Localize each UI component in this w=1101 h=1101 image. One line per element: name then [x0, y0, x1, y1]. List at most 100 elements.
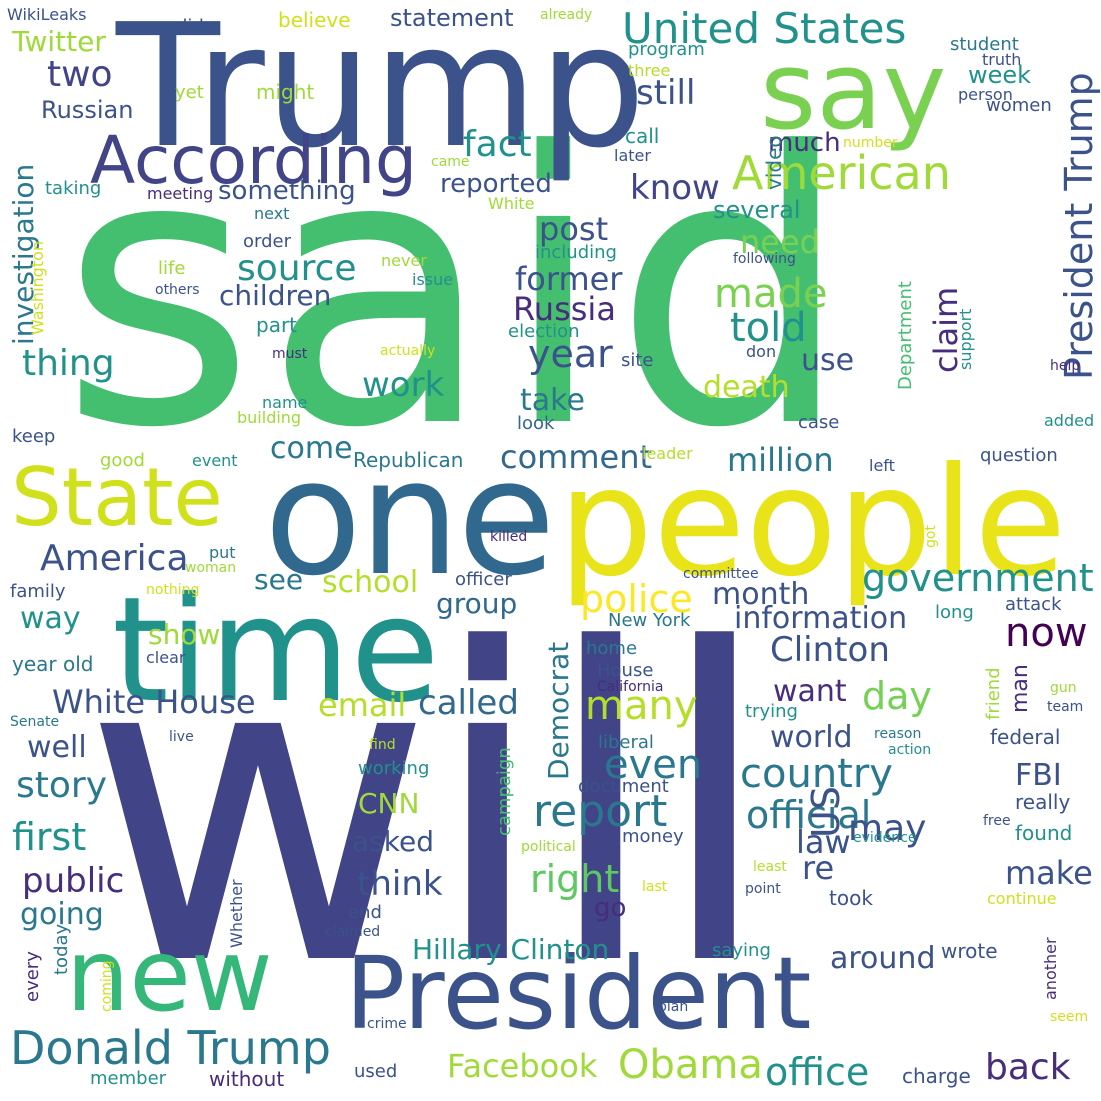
word: look	[517, 413, 555, 434]
word: country	[740, 751, 893, 797]
word: story	[16, 765, 108, 806]
word: document	[578, 776, 669, 797]
word: time	[112, 566, 440, 735]
word: campaign	[494, 747, 515, 836]
word: Clinton	[770, 630, 890, 670]
word: woman	[185, 560, 237, 576]
word: FBI	[1015, 758, 1062, 793]
word: Donald Trump	[10, 1021, 331, 1075]
word: use	[801, 343, 855, 378]
word: already	[540, 7, 593, 23]
word: support	[956, 308, 975, 370]
word: nothing	[146, 582, 200, 598]
word: coming	[99, 960, 115, 1012]
word: find	[369, 737, 396, 753]
word: email	[318, 686, 407, 724]
word: show	[148, 618, 221, 651]
word: left	[869, 456, 895, 475]
word: others	[155, 282, 200, 298]
word: police	[580, 577, 693, 621]
word: Trump	[116, 0, 647, 186]
word: made	[714, 271, 828, 317]
word: question	[980, 445, 1058, 466]
word: President Trump	[1057, 72, 1101, 380]
word: yet	[175, 82, 204, 103]
word: name	[262, 393, 308, 412]
word: election	[508, 321, 580, 342]
word: action	[888, 742, 932, 758]
word: call	[625, 124, 660, 148]
word: attack	[1005, 594, 1062, 615]
word: State	[11, 451, 223, 544]
word: million	[727, 441, 834, 479]
word: never	[381, 251, 427, 270]
word: may	[848, 808, 927, 849]
word: death	[703, 370, 790, 405]
word: charge	[902, 1064, 971, 1088]
word: home	[586, 638, 638, 659]
word: member	[90, 1068, 167, 1089]
word: family	[10, 581, 66, 602]
word: life	[158, 258, 186, 279]
word: want	[773, 674, 847, 709]
word: Republican	[353, 448, 464, 472]
word: According	[90, 122, 417, 199]
word: number	[843, 135, 898, 151]
word: reported	[440, 169, 552, 199]
word: group	[436, 587, 518, 620]
word: go	[594, 893, 627, 923]
word: event	[192, 451, 238, 470]
word: free	[983, 813, 1011, 829]
word: money	[622, 826, 684, 847]
word: continue	[987, 889, 1057, 908]
word: two	[47, 54, 113, 95]
word: American	[732, 146, 951, 200]
word: liberal	[598, 732, 654, 753]
word: claimed	[325, 924, 381, 940]
word: keep	[12, 426, 56, 447]
word: long	[935, 602, 974, 623]
word: Russia	[513, 290, 616, 328]
word: seem	[1050, 1009, 1089, 1025]
word: three	[628, 61, 671, 80]
word: following	[733, 251, 796, 267]
word: killed	[490, 529, 528, 545]
word: clear	[146, 648, 186, 667]
word: think	[357, 864, 443, 904]
word: make	[1005, 854, 1093, 892]
word: help	[1050, 358, 1081, 374]
word: political	[521, 839, 576, 855]
word: Senate	[10, 714, 60, 730]
word: month	[712, 577, 810, 612]
word: Obama	[618, 1042, 763, 1088]
word: see	[254, 563, 304, 596]
word: must	[272, 346, 308, 362]
word: saying	[712, 940, 771, 961]
word: Department	[895, 281, 916, 390]
word: another	[1041, 937, 1060, 1000]
word: meeting	[147, 184, 214, 203]
word: Washington	[28, 240, 47, 335]
word: work	[362, 365, 445, 405]
word: California	[597, 679, 664, 695]
word: even	[604, 742, 703, 788]
word: fact	[463, 124, 532, 165]
word: might	[256, 80, 315, 104]
word: wrote	[941, 939, 998, 963]
word: person	[958, 85, 1013, 104]
word: last	[642, 879, 668, 895]
word: working	[358, 758, 430, 779]
word: White	[488, 194, 535, 213]
word: need	[740, 223, 820, 261]
word: information	[734, 601, 908, 636]
word: site	[621, 350, 654, 371]
word: source	[237, 248, 357, 289]
word: live	[169, 729, 194, 745]
word: year	[528, 332, 613, 376]
word: several	[713, 196, 801, 224]
word: Facebook	[447, 1047, 598, 1085]
word: post	[539, 210, 609, 248]
word: today	[51, 923, 72, 975]
word: added	[1044, 411, 1095, 430]
